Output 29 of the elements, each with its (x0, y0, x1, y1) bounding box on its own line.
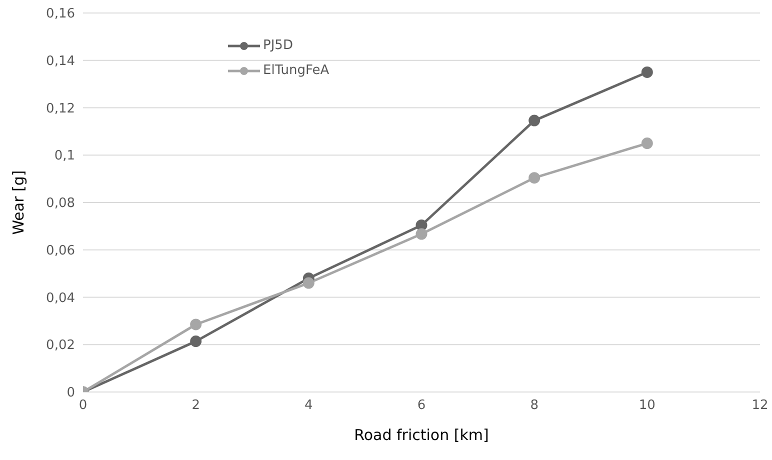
x-tick-label: 10 (638, 398, 656, 414)
x-tick-label: 4 (304, 398, 313, 414)
x-tick-label: 8 (530, 398, 538, 414)
y-axis-title: Wear [g] (9, 170, 28, 235)
y-tick-label: 0,04 (46, 290, 75, 306)
legend-label: ElTungFeA (263, 63, 330, 78)
y-tick-label: 0,14 (46, 54, 75, 69)
y-tick-label: 0,16 (46, 6, 75, 22)
y-tick-label: 0,12 (46, 101, 75, 116)
y-tick-label: 0,06 (46, 243, 75, 258)
point (416, 228, 428, 240)
x-tick-label: 0 (78, 398, 88, 414)
point (302, 277, 314, 289)
point (641, 138, 653, 150)
point (190, 318, 202, 330)
x-tick-label: 12 (752, 398, 768, 414)
x-tick-label: 2 (192, 398, 200, 414)
y-tick-label: 0,02 (46, 338, 75, 354)
y-tick-label: 0 (66, 386, 75, 401)
x-tick-label: 6 (417, 398, 426, 414)
y-tick-label: 0,08 (46, 196, 75, 212)
point (528, 114, 540, 126)
y-tick-label: 0,1 (54, 148, 75, 164)
point (528, 172, 540, 184)
legend-label: PJ5D (263, 38, 293, 53)
point (416, 219, 428, 231)
point (190, 336, 202, 348)
point (641, 66, 653, 78)
x-axis-title: Road friction [km] (354, 426, 489, 444)
